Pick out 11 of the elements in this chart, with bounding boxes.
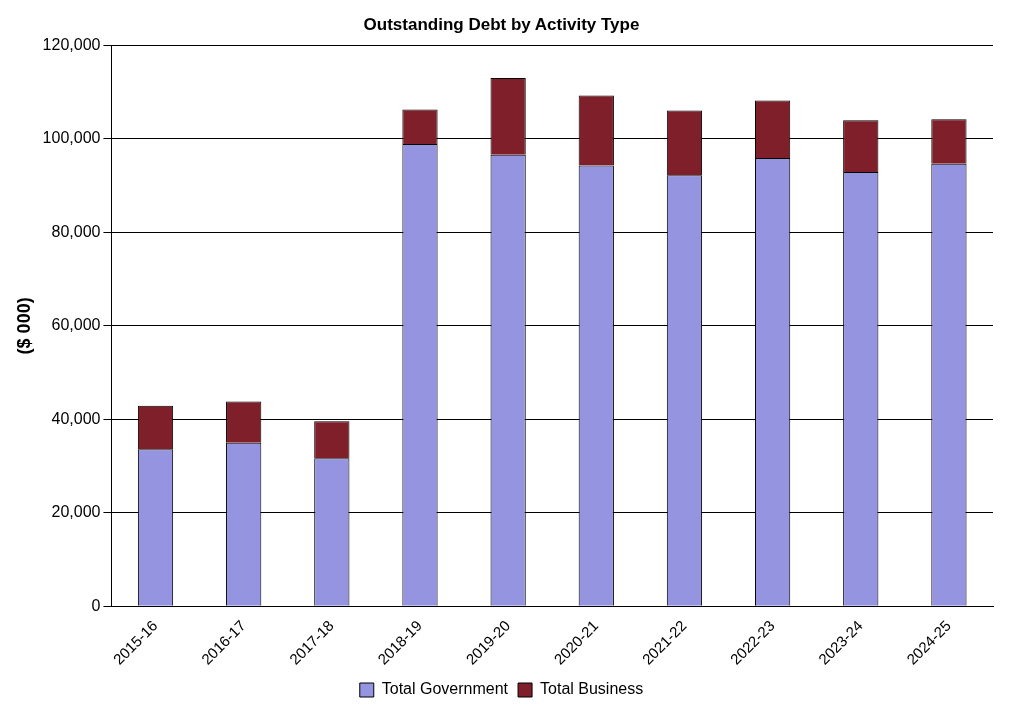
- chart-title: Outstanding Debt by Activity Type: [363, 14, 640, 34]
- y-tick-label: 120,000: [42, 35, 101, 53]
- y-tick-label: 40,000: [51, 409, 101, 427]
- y-axis-title: ($ 000): [13, 297, 34, 355]
- legend-label: Total Government: [381, 680, 509, 698]
- y-tick-label: 20,000: [51, 503, 101, 521]
- y-tick-label: 60,000: [51, 316, 101, 334]
- y-tick-label: 0: [91, 596, 101, 614]
- y-tick-label: 80,000: [51, 222, 101, 240]
- legend-label: Total Business: [540, 680, 644, 698]
- y-tick-label: 100,000: [42, 129, 101, 147]
